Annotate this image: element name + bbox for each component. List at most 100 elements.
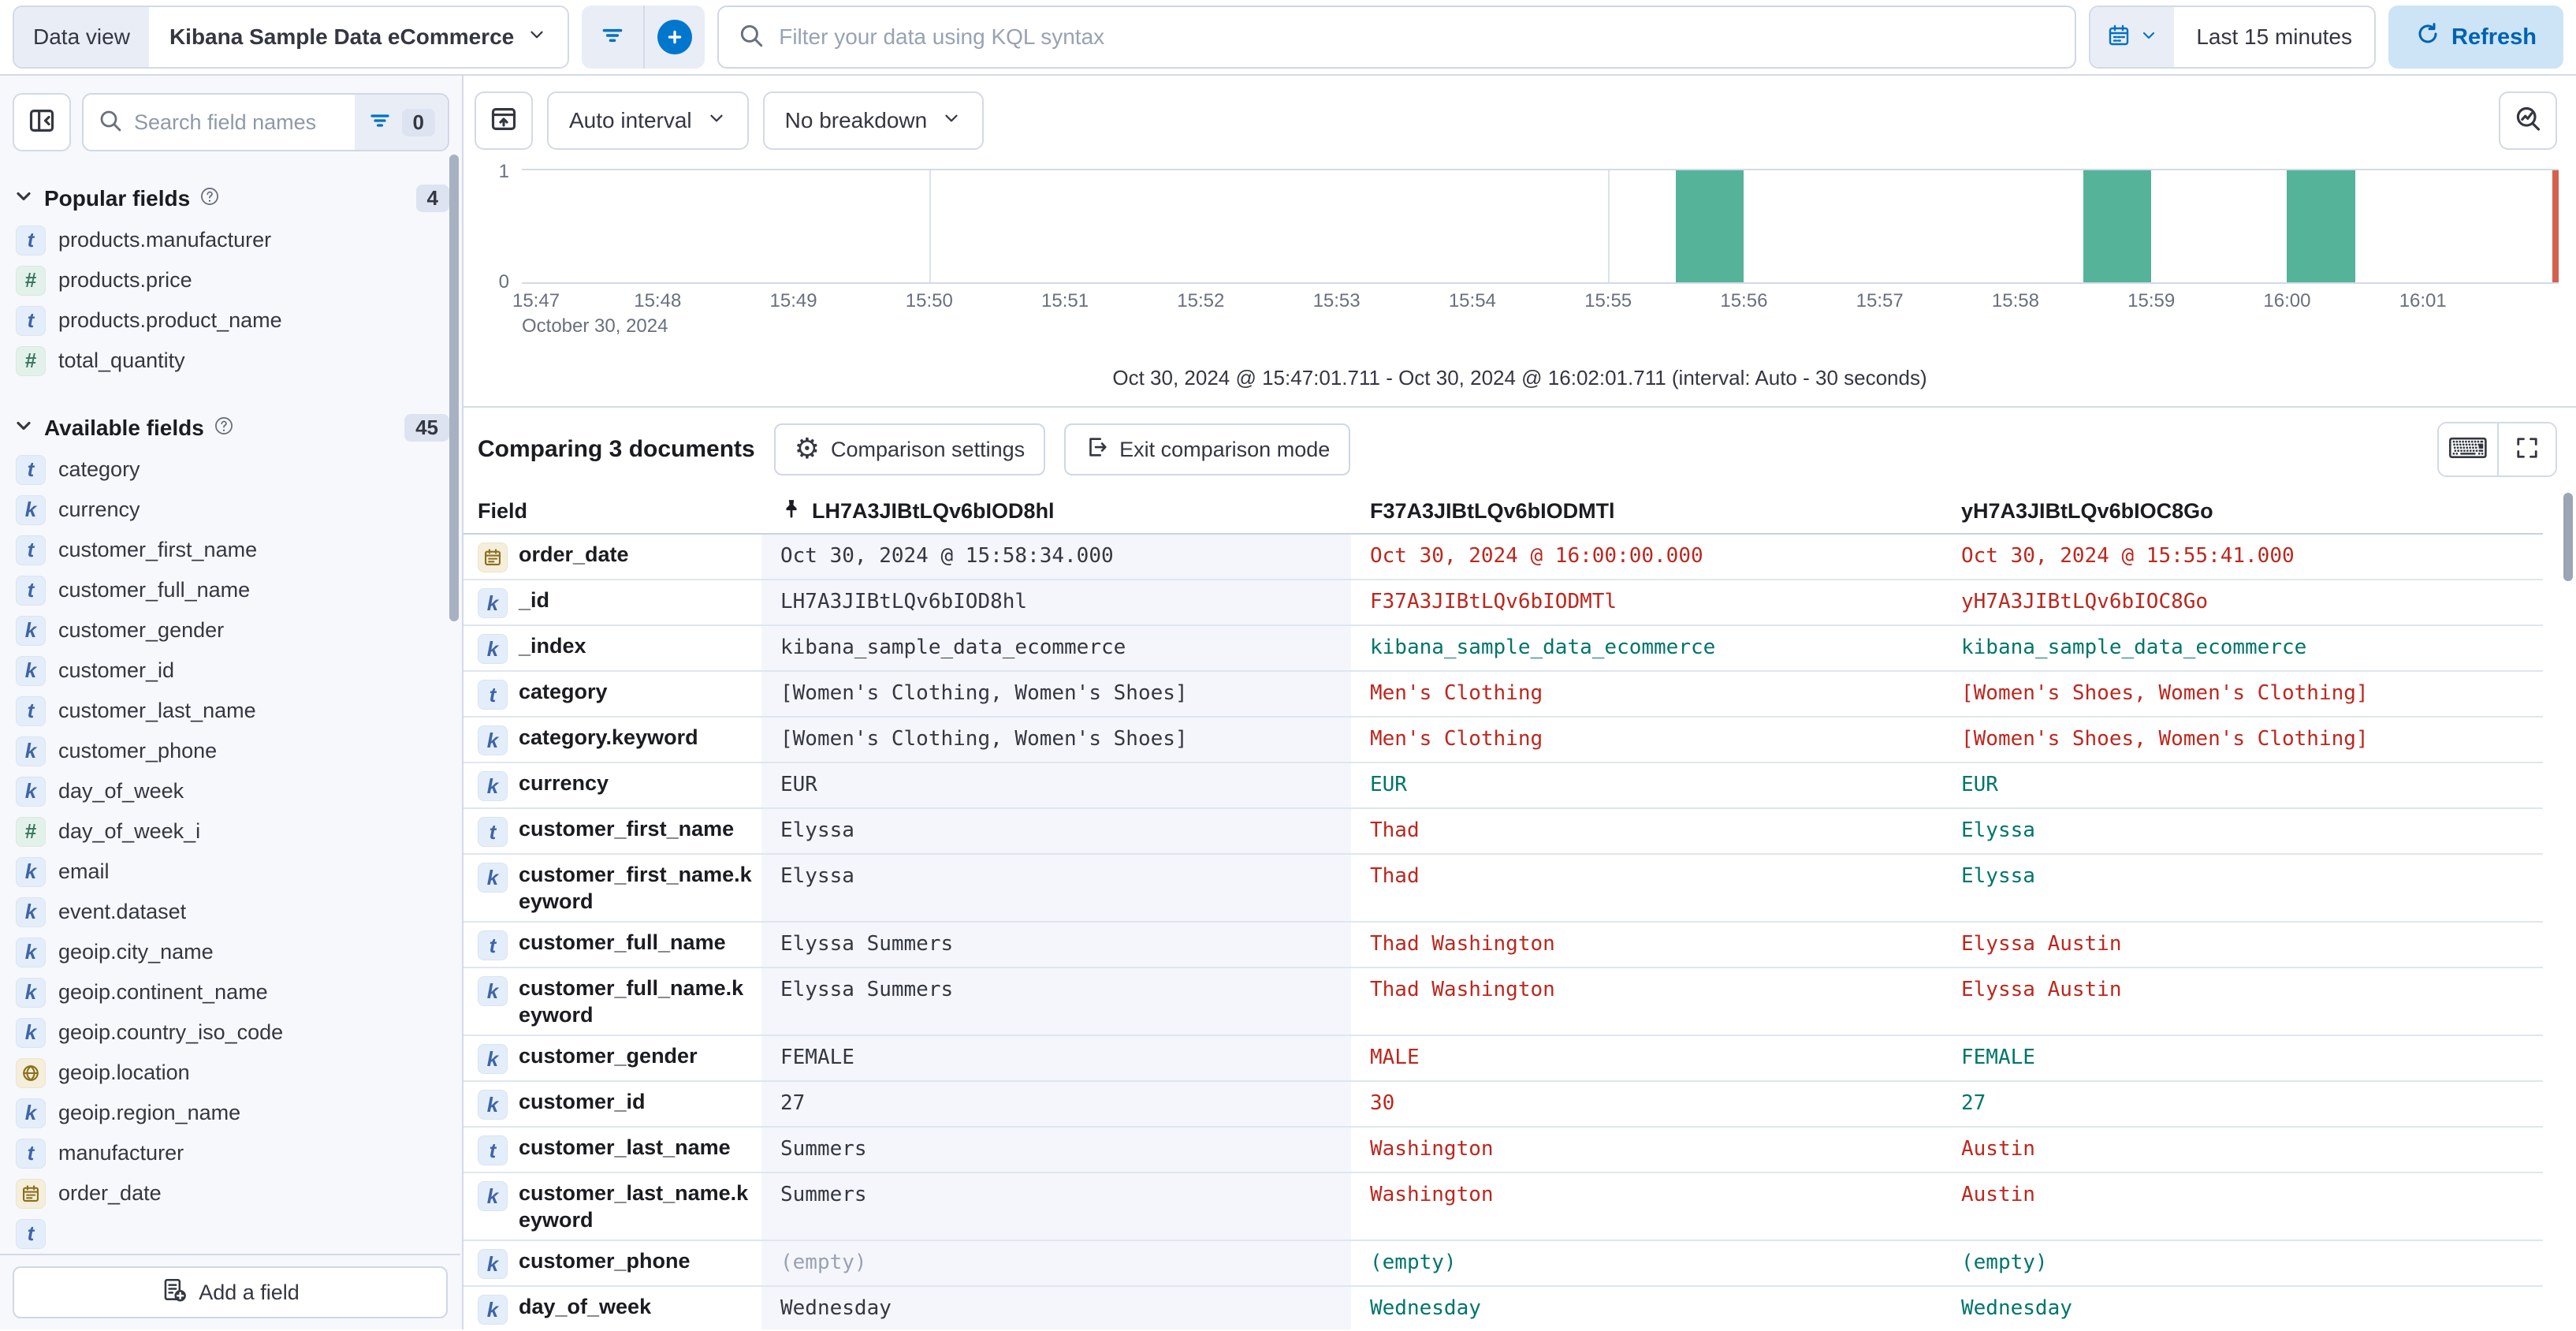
sidebar-field-day_of_week[interactable]: k day_of_week (13, 771, 449, 811)
field-type-filter-button[interactable]: 0 (354, 95, 448, 150)
value-cell-base[interactable]: kibana_sample_data_ecommerce (761, 626, 1351, 670)
value-cell-doc1[interactable]: MALE (1370, 1046, 1420, 1069)
date-picker-button[interactable] (2090, 7, 2175, 67)
field-search-input[interactable]: Search field names (84, 108, 355, 137)
value-cell-doc2[interactable]: [Women's Shoes, Women's Clothing] (1961, 681, 2369, 705)
field-cell[interactable]: k currency (463, 763, 761, 807)
keyboard-shortcuts-button[interactable]: ⌨ (2439, 423, 2497, 475)
table-scrollbar[interactable] (2563, 493, 2573, 581)
value-cell-base[interactable]: Summers (761, 1128, 1351, 1172)
value-cell-doc1[interactable]: Thad Washington (1370, 932, 1555, 956)
add-filter-button[interactable] (643, 6, 705, 69)
value-cell-base[interactable]: FEMALE (761, 1036, 1351, 1080)
edit-visualization-button[interactable] (2499, 91, 2557, 150)
value-cell-doc2[interactable]: [Women's Shoes, Women's Clothing] (1961, 727, 2369, 751)
column-header-doc2[interactable]: yH7A3JIBtLQv6bIOC8Go (1942, 490, 2543, 533)
data-view-picker[interactable]: Kibana Sample Data eCommerce (148, 7, 568, 67)
saved-query-filter-button[interactable] (582, 6, 643, 69)
value-cell-base[interactable]: [Women's Clothing, Women's Shoes] (761, 718, 1351, 762)
sidebar-field-customer_phone[interactable]: k customer_phone (13, 731, 449, 771)
value-cell-doc2[interactable]: Wednesday (1961, 1296, 2072, 1320)
value-cell-doc2[interactable]: (empty) (1961, 1251, 2048, 1274)
field-cell[interactable]: k customer_full_name.keyword (463, 968, 761, 1035)
interval-select[interactable]: Auto interval (547, 91, 749, 150)
value-cell-doc2[interactable]: Elyssa (1961, 818, 2035, 842)
sidebar-field-event.dataset[interactable]: k event.dataset (13, 892, 449, 932)
value-cell-doc2[interactable]: Elyssa (1961, 864, 2035, 888)
sidebar-field-manufacturer[interactable]: t manufacturer (13, 1133, 449, 1173)
histogram-bar-15:58:30[interactable] (2083, 170, 2152, 282)
value-cell-base[interactable]: LH7A3JIBtLQv6bIOD8hl (761, 580, 1351, 624)
field-cell[interactable]: t customer_first_name (463, 809, 761, 853)
sidebar-field-geoip.city_name[interactable]: k geoip.city_name (13, 932, 449, 972)
value-cell-doc2[interactable]: 27 (1961, 1091, 1986, 1115)
sidebar-scrollbar[interactable] (449, 155, 459, 621)
fullscreen-button[interactable] (2497, 423, 2556, 475)
field-cell[interactable]: k day_of_week (463, 1287, 761, 1329)
breakdown-select[interactable]: No breakdown (762, 91, 985, 150)
hide-chart-button[interactable] (475, 91, 533, 150)
sidebar-field-category[interactable]: t category (13, 449, 449, 490)
column-header-base-doc[interactable]: LH7A3JIBtLQv6bIOD8hl (761, 490, 1351, 533)
value-cell-doc1[interactable]: Wednesday (1370, 1296, 1481, 1320)
value-cell-doc2[interactable]: Austin (1961, 1183, 2035, 1206)
collapse-sidebar-button[interactable] (13, 93, 71, 151)
field-cell[interactable]: k customer_last_name.keyword (463, 1173, 761, 1240)
sidebar-field-partial[interactable]: t (13, 1214, 449, 1254)
value-cell-base[interactable]: Elyssa Summers (761, 923, 1351, 967)
value-cell-base[interactable]: (empty) (761, 1241, 1351, 1285)
field-cell[interactable]: order_date (463, 535, 761, 579)
column-header-doc1[interactable]: F37A3JIBtLQv6bIODMTl (1351, 490, 1942, 533)
time-range-button[interactable]: Last 15 minutes (2174, 7, 2374, 67)
field-cell[interactable]: k customer_gender (463, 1036, 761, 1080)
sidebar-field-email[interactable]: k email (13, 852, 449, 892)
value-cell-doc2[interactable]: Oct 30, 2024 @ 15:55:41.000 (1961, 544, 2295, 568)
sidebar-field-products.manufacturer[interactable]: t products.manufacturer (13, 220, 449, 260)
value-cell-base[interactable]: Summers (761, 1173, 1351, 1240)
value-cell-doc1[interactable]: Washington (1370, 1183, 1494, 1206)
field-cell[interactable]: t customer_full_name (463, 923, 761, 967)
sidebar-field-geoip.continent_name[interactable]: k geoip.continent_name (13, 972, 449, 1012)
field-cell[interactable]: t category (463, 672, 761, 716)
sidebar-field-currency[interactable]: k currency (13, 490, 449, 530)
sidebar-field-customer_id[interactable]: k customer_id (13, 651, 449, 691)
value-cell-doc1[interactable]: F37A3JIBtLQv6bIODMTl (1370, 590, 1617, 613)
value-cell-doc2[interactable]: Elyssa Austin (1961, 978, 2122, 1001)
value-cell-base[interactable]: 27 (761, 1082, 1351, 1126)
sidebar-field-total_quantity[interactable]: # total_quantity (13, 341, 449, 381)
field-cell[interactable]: t customer_last_name (463, 1128, 761, 1172)
field-cell[interactable]: k category.keyword (463, 718, 761, 762)
histogram-bar-16:00:00[interactable] (2287, 170, 2355, 282)
value-cell-doc1[interactable]: Thad Washington (1370, 978, 1555, 1001)
value-cell-doc2[interactable]: kibana_sample_data_ecommerce (1961, 636, 2307, 659)
value-cell-doc1[interactable]: Men's Clothing (1370, 681, 1543, 705)
value-cell-doc1[interactable]: kibana_sample_data_ecommerce (1370, 636, 1716, 659)
value-cell-doc1[interactable]: 30 (1370, 1091, 1395, 1115)
kql-search-input[interactable]: Filter your data using KQL syntax (717, 6, 2077, 69)
histogram-bar-15:55:30[interactable] (1676, 170, 1744, 282)
value-cell-base[interactable]: [Women's Clothing, Women's Shoes] (761, 672, 1351, 716)
add-field-button[interactable]: Add a field (13, 1266, 448, 1318)
value-cell-doc2[interactable]: yH7A3JIBtLQv6bIOC8Go (1961, 590, 2209, 613)
sidebar-field-order_date[interactable]: order_date (13, 1173, 449, 1214)
value-cell-doc1[interactable]: Men's Clothing (1370, 727, 1543, 751)
exit-comparison-button[interactable]: Exit comparison mode (1064, 423, 1351, 475)
value-cell-base[interactable]: Elyssa (761, 855, 1351, 921)
value-cell-doc2[interactable]: FEMALE (1961, 1046, 2035, 1069)
sidebar-field-customer_last_name[interactable]: t customer_last_name (13, 691, 449, 731)
field-cell[interactable]: k _index (463, 626, 761, 670)
field-cell[interactable]: k customer_first_name.keyword (463, 855, 761, 921)
value-cell-base[interactable]: Wednesday (761, 1287, 1351, 1329)
sidebar-field-geoip.region_name[interactable]: k geoip.region_name (13, 1093, 449, 1133)
value-cell-doc1[interactable]: Oct 30, 2024 @ 16:00:00.000 (1370, 544, 1703, 568)
field-cell[interactable]: k customer_id (463, 1082, 761, 1126)
value-cell-doc1[interactable]: Washington (1370, 1137, 1494, 1161)
comparison-settings-button[interactable]: ⚙ Comparison settings (773, 423, 1046, 475)
field-cell[interactable]: k _id (463, 580, 761, 624)
sidebar-field-customer_full_name[interactable]: t customer_full_name (13, 570, 449, 610)
chevron-down-icon[interactable] (13, 415, 35, 441)
value-cell-doc1[interactable]: EUR (1370, 773, 1407, 796)
field-cell[interactable]: k customer_phone (463, 1241, 761, 1285)
refresh-button[interactable]: Refresh (2388, 6, 2563, 69)
value-cell-doc2[interactable]: EUR (1961, 773, 1998, 796)
